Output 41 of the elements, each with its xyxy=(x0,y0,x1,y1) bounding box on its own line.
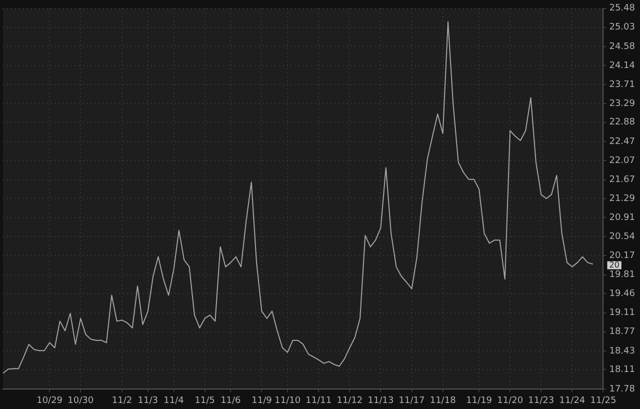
y-tick-label: 19.46 xyxy=(609,288,636,299)
y-tick-label: 20.91 xyxy=(609,212,635,223)
y-tick-label: 20.54 xyxy=(609,232,636,242)
y-tick-label: 25.03 xyxy=(609,22,635,33)
x-tick-label: 11/18 xyxy=(430,396,456,406)
y-tick-label: 17.78 xyxy=(609,384,636,395)
x-tick-label: 11/6 xyxy=(220,396,242,406)
x-tick-label: 11/25 xyxy=(590,396,616,406)
y-tick-label: 18.43 xyxy=(609,346,635,357)
y-tick-label: 24.14 xyxy=(609,60,636,71)
y-tick-label: 22.88 xyxy=(609,118,636,128)
x-tick-label: 11/4 xyxy=(164,396,184,406)
y-tick-label: 19.11 xyxy=(609,308,635,318)
y-tick-label: 23.71 xyxy=(609,80,635,90)
x-tick-label: 11/9 xyxy=(252,396,272,406)
y-tick-label: 23.29 xyxy=(609,98,636,109)
x-tick-label: 10/30 xyxy=(68,396,94,406)
y-tick-label: 20.17 xyxy=(609,251,635,262)
x-tick-label: 11/2 xyxy=(112,396,132,406)
x-tick-label: 11/13 xyxy=(368,396,394,406)
x-tick-label: 11/12 xyxy=(336,396,363,406)
y-tick-label: 24.58 xyxy=(609,42,636,52)
text: 20 xyxy=(609,260,620,270)
x-tick-label: 11/17 xyxy=(398,396,425,406)
y-tick-label: 21.67 xyxy=(609,175,635,186)
y-tick-label: 21.29 xyxy=(609,194,636,204)
y-tick-label: 25.48 xyxy=(609,4,636,14)
y-tick-label: 22.47 xyxy=(609,136,635,147)
x-tick-label: 11/5 xyxy=(194,396,215,406)
x-tick-label: 10/29 xyxy=(36,396,63,406)
y-tick-label: 18.77 xyxy=(609,327,635,338)
x-tick-label: 11/11 xyxy=(306,396,332,406)
x-tick-label: 11/19 xyxy=(466,396,492,406)
y-tick-label: 19.81 xyxy=(609,270,635,280)
x-tick-label: 11/24 xyxy=(559,396,586,406)
y-tick-label: 22.07 xyxy=(609,156,635,166)
x-tick-label: 11/20 xyxy=(497,396,524,406)
x-tick-label: 11/23 xyxy=(528,396,554,406)
x-tick-label: 11/10 xyxy=(274,396,301,406)
x-tick-label: 11/3 xyxy=(138,396,158,406)
y-tick-label: 18.11 xyxy=(609,365,635,376)
